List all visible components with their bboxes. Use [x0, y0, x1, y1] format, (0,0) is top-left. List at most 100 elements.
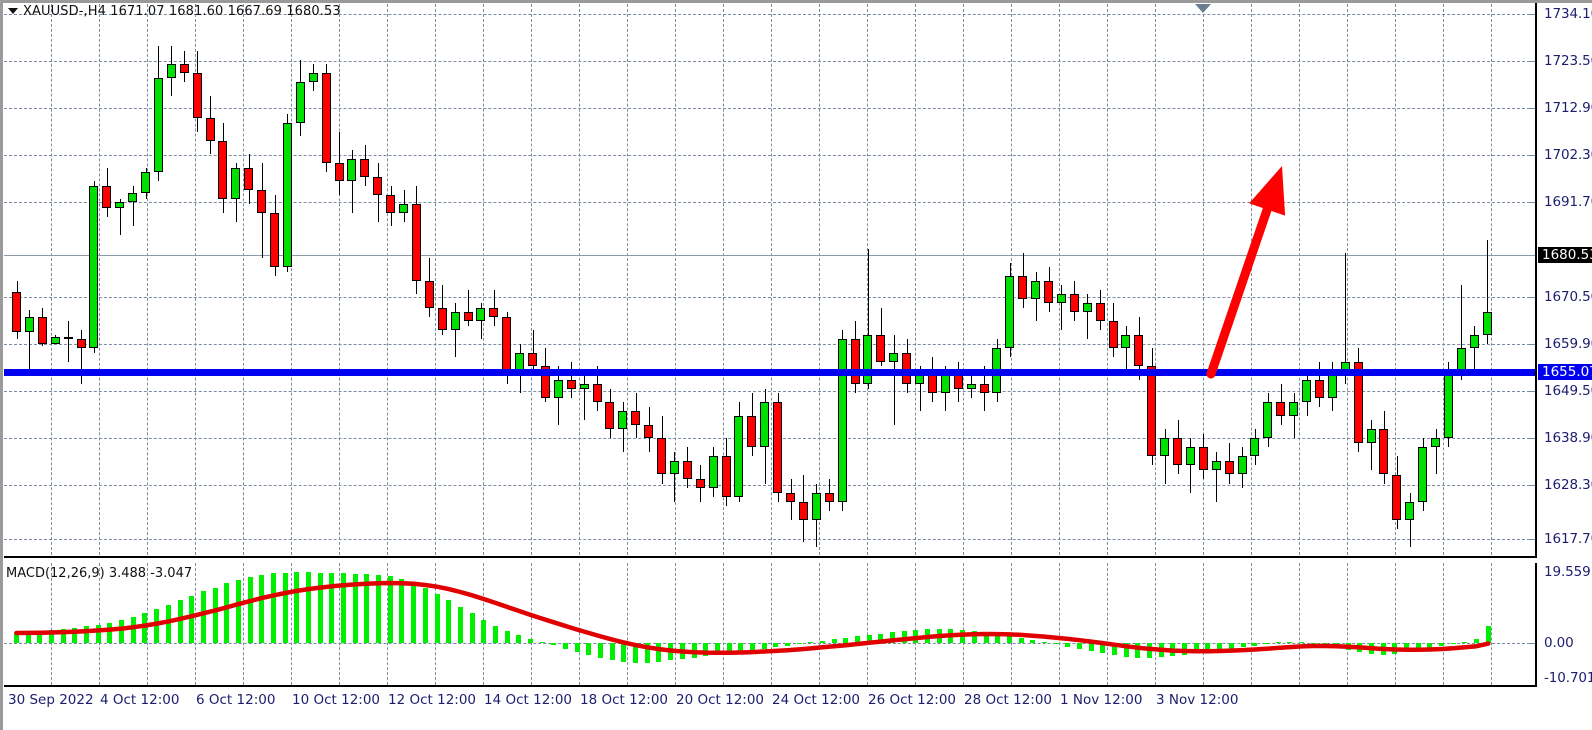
macd-histogram-bar [248, 576, 253, 643]
macd-histogram-bar [481, 619, 486, 643]
macd-histogram-bar [1217, 643, 1222, 651]
grid-line-horizontal [4, 108, 1535, 109]
macd-histogram-bar [189, 595, 194, 643]
macd-axis-label: 19.559 [1544, 564, 1591, 580]
macd-histogram-bar [785, 643, 790, 646]
macd-histogram-bar [1462, 641, 1467, 643]
macd-histogram-bar [14, 632, 19, 643]
candle-body-bullish [476, 307, 486, 322]
candle-wick [1461, 285, 1462, 380]
price-axis-tick [1530, 539, 1535, 540]
macd-header-label: MACD(12,26,9) 3.488 -3.047 [6, 566, 193, 581]
time-axis-label: 12 Oct 12:00 [388, 692, 477, 708]
macd-histogram-bar [867, 635, 872, 643]
candle-body-bearish [747, 415, 757, 448]
macd-histogram-bar [586, 643, 591, 656]
macd-histogram-bar [1287, 641, 1292, 643]
macd-histogram-bar [142, 613, 147, 643]
macd-histogram-bar [563, 643, 568, 649]
macd-histogram-bar [1252, 643, 1257, 646]
candle-body-bearish [979, 384, 989, 394]
candle-body-bullish [399, 203, 408, 213]
macd-histogram-bar [283, 572, 288, 643]
macd-histogram-bar [890, 632, 895, 643]
macd-histogram-bar [1486, 626, 1491, 643]
price-axis-label: 1649.50 [1544, 383, 1592, 399]
grid-line-vertical [819, 4, 820, 555]
macd-histogram-bar [341, 573, 346, 643]
last-price-line [4, 255, 1535, 256]
macd-histogram-bar [1007, 635, 1012, 643]
grid-line-vertical [1299, 4, 1300, 555]
candle-wick [1061, 285, 1062, 331]
macd-histogram-bar [411, 582, 416, 643]
price-axis-label: 1670.50 [1544, 289, 1592, 305]
time-axis-label: 10 Oct 12:00 [292, 692, 381, 708]
time-axis-label: 18 Oct 12:00 [580, 692, 669, 708]
macd-histogram-bar [703, 643, 708, 657]
candle-body-bullish [50, 336, 60, 344]
macd-histogram-bar [37, 630, 42, 643]
candle-wick [1371, 420, 1372, 470]
macd-histogram-bar [318, 572, 323, 643]
macd-histogram-bar [1065, 643, 1070, 647]
grid-line-vertical [1251, 4, 1252, 555]
grid-line-vertical [1395, 563, 1396, 685]
candle-body-bullish [579, 384, 589, 389]
candle-body-bullish [734, 415, 744, 498]
candle-body-bullish [1237, 456, 1247, 475]
macd-histogram-bar [656, 643, 661, 662]
grid-line-horizontal [4, 155, 1535, 156]
candle-body-bullish [1082, 303, 1092, 313]
grid-line-vertical [387, 4, 388, 555]
candle-body-bullish [89, 185, 99, 349]
candle-body-bearish [953, 375, 963, 389]
macd-axis-tick [1530, 643, 1535, 644]
candle-body-bullish [966, 384, 976, 389]
macd-indicator-pane[interactable] [4, 563, 1537, 687]
macd-histogram-bar [878, 633, 883, 643]
price-chart-pane[interactable] [4, 4, 1537, 555]
candle-body-bearish [1314, 379, 1324, 398]
time-axis-label: 3 Nov 12:00 [1156, 692, 1239, 708]
macd-histogram-bar [353, 573, 358, 643]
candle-body-bearish [798, 501, 808, 520]
grid-line-vertical [1491, 4, 1492, 555]
candle-body-bearish [1276, 402, 1286, 416]
price-axis-tick [1530, 438, 1535, 439]
macd-histogram-bar [902, 630, 907, 643]
macd-histogram-bar [423, 587, 428, 643]
grid-line-vertical [195, 563, 196, 685]
macd-histogram-bar [773, 643, 778, 648]
macd-histogram-bar [516, 635, 521, 643]
level-price-badge[interactable]: 1655.07 [1538, 364, 1592, 380]
macd-histogram-bar [1124, 643, 1129, 657]
macd-histogram-bar [458, 606, 463, 643]
grid-line-vertical [1347, 4, 1348, 555]
candle-body-bearish [1224, 460, 1234, 475]
macd-histogram-bar [388, 576, 393, 643]
candle-body-bearish [1069, 294, 1079, 313]
candle-wick [1487, 239, 1488, 344]
candle-wick [1345, 253, 1346, 385]
caret-down-icon[interactable] [8, 7, 18, 14]
macd-histogram-bar [154, 608, 159, 643]
candle-wick [868, 248, 869, 389]
price-axis-tick [1530, 485, 1535, 486]
macd-histogram-bar [107, 622, 112, 643]
macd-histogram-bar [1194, 643, 1199, 654]
macd-histogram-bar [843, 637, 848, 643]
time-axis-label: 28 Oct 12:00 [964, 692, 1053, 708]
macd-histogram-bar [633, 643, 638, 663]
candle-body-bearish [528, 352, 537, 367]
candle-body-bullish [282, 122, 292, 268]
macd-histogram-bar [271, 573, 276, 643]
candle-body-bullish [1121, 334, 1131, 349]
candle-wick [1474, 325, 1475, 371]
grid-line-vertical [627, 563, 628, 685]
macd-histogram-bar [1311, 643, 1316, 644]
support-resistance-line[interactable] [4, 369, 1535, 376]
candle-wick [352, 149, 353, 213]
macd-histogram-bar [131, 616, 136, 643]
candle-body-bearish [1392, 474, 1402, 520]
